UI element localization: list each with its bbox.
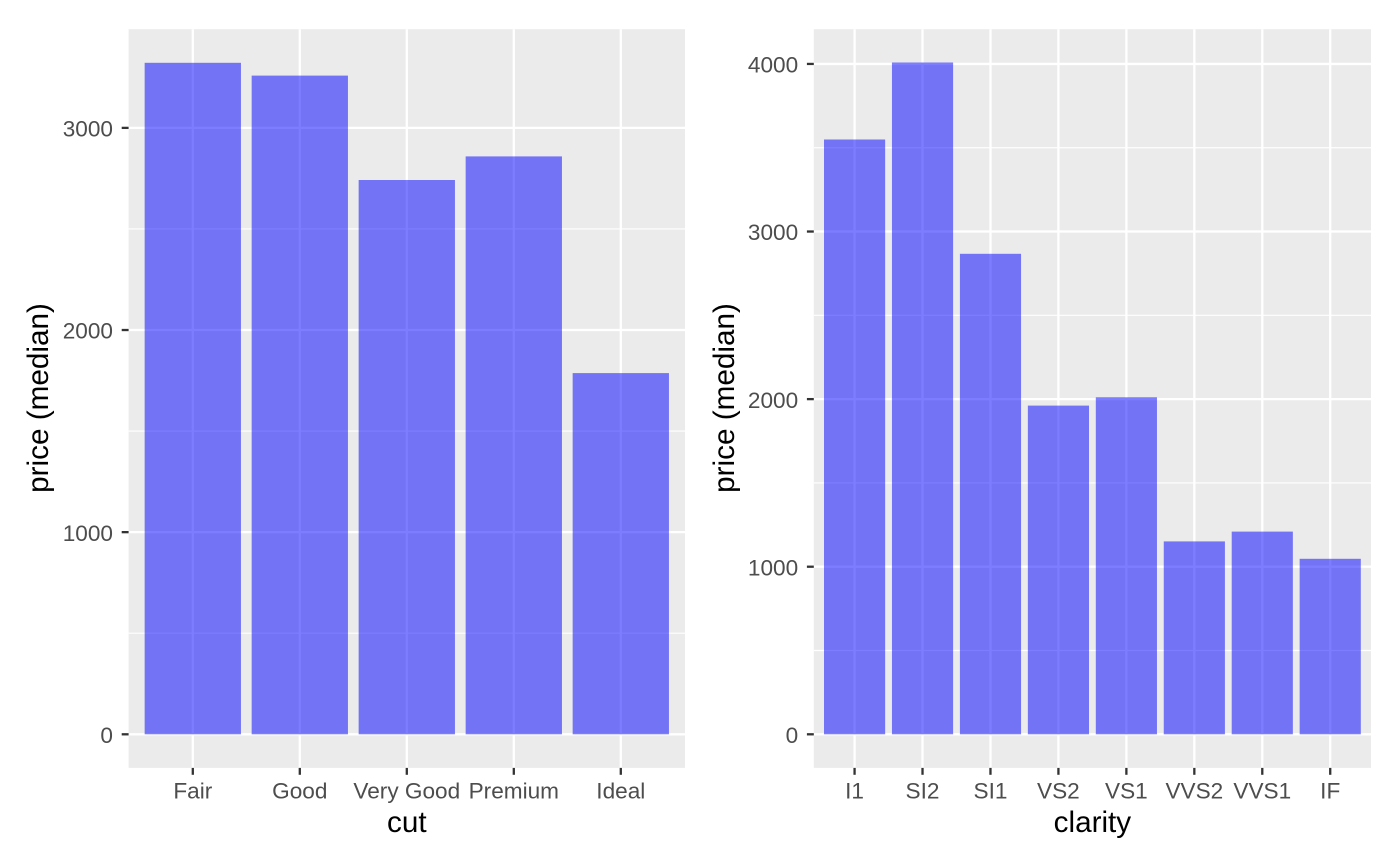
svg-text:3000: 3000 (63, 117, 113, 142)
svg-text:VVS1: VVS1 (1233, 778, 1291, 803)
svg-text:cut: cut (387, 806, 427, 839)
svg-text:0: 0 (100, 723, 113, 748)
svg-text:1000: 1000 (748, 555, 798, 580)
svg-text:2000: 2000 (748, 388, 798, 413)
svg-text:price (median): price (median) (708, 303, 741, 493)
svg-text:SI2: SI2 (906, 778, 940, 803)
svg-text:IF: IF (1320, 778, 1340, 803)
svg-text:1000: 1000 (63, 521, 113, 546)
svg-text:clarity: clarity (1054, 806, 1132, 839)
svg-text:VS1: VS1 (1105, 778, 1148, 803)
svg-text:I1: I1 (845, 778, 864, 803)
svg-text:Fair: Fair (173, 778, 212, 803)
svg-text:3000: 3000 (748, 220, 798, 245)
svg-text:Ideal: Ideal (596, 778, 645, 803)
svg-text:0: 0 (786, 723, 799, 748)
svg-text:Premium: Premium (469, 778, 559, 803)
svg-text:4000: 4000 (748, 53, 798, 78)
svg-text:VS2: VS2 (1037, 778, 1080, 803)
svg-text:Good: Good (272, 778, 327, 803)
svg-text:price (median): price (median) (22, 303, 55, 493)
svg-text:SI1: SI1 (974, 778, 1008, 803)
svg-text:VVS2: VVS2 (1165, 778, 1223, 803)
svg-text:Very Good: Very Good (353, 778, 460, 803)
svg-text:2000: 2000 (63, 319, 113, 344)
